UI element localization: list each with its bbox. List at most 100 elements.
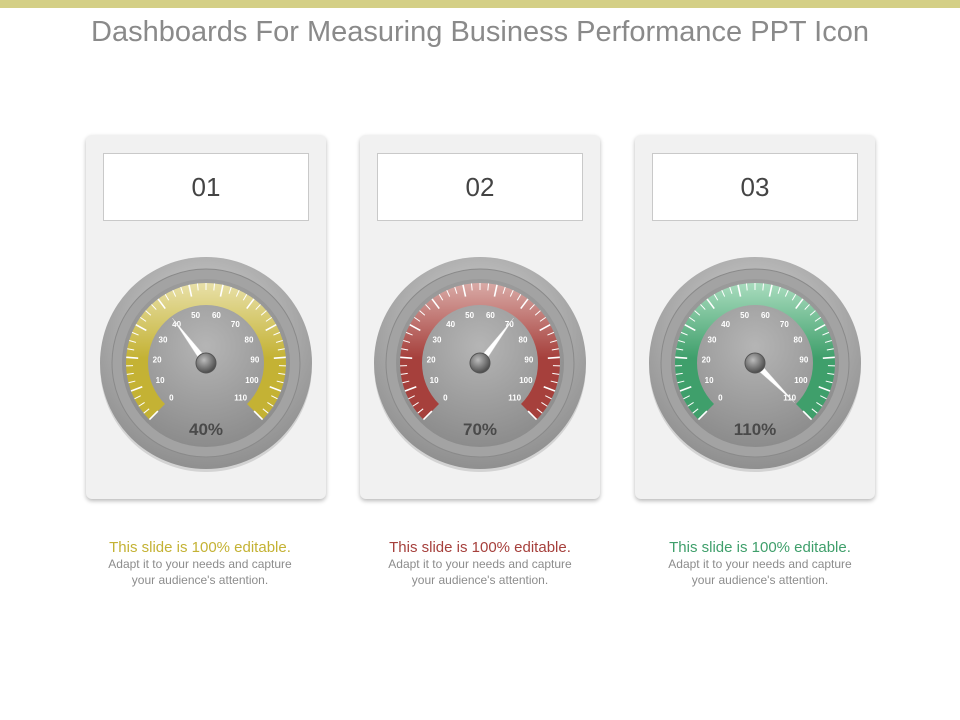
gauge-tick <box>539 316 546 322</box>
gauge-tick-label: 10 <box>705 376 714 385</box>
gauge-tick <box>700 304 706 310</box>
gauge-tick <box>157 298 166 310</box>
gauge-tick <box>541 402 548 407</box>
gauge-tick <box>814 316 821 322</box>
gauge-tick <box>721 290 726 297</box>
gauge-tick <box>127 348 135 351</box>
gauge-tick-label: 0 <box>443 394 448 403</box>
gauge-tick-label: 50 <box>740 311 749 320</box>
gauge-tick <box>818 386 831 392</box>
gauge-tick <box>545 395 552 400</box>
top-accent-bar <box>0 0 960 8</box>
gauge-tick <box>795 298 804 310</box>
gauge-tick <box>737 284 742 297</box>
gauge-tick <box>228 286 232 294</box>
gauge-tick <box>777 286 781 294</box>
gauge-hub <box>195 352 217 374</box>
dashboard-card-2: 02 010203040506070809010011070% <box>360 135 600 499</box>
gauge-tick <box>684 323 696 332</box>
gauge-tick-label: 70 <box>231 320 240 329</box>
gauge-tick <box>135 323 147 332</box>
gauge-tick-label: 20 <box>427 356 436 365</box>
gauge-tick <box>196 283 199 291</box>
gauge-tick <box>825 380 833 384</box>
gauge-tick-label: 20 <box>702 356 711 365</box>
gauge-tick-label: 60 <box>761 311 770 320</box>
gauge-tick <box>534 310 541 316</box>
gauge-tick <box>694 310 701 316</box>
gauge-tick <box>431 298 440 310</box>
gauge-tick <box>549 339 557 343</box>
gauge-tick <box>804 304 810 310</box>
gauge-tick-label: 0 <box>718 394 723 403</box>
gauge-tick <box>768 284 773 297</box>
gauge-tick-label: 0 <box>169 394 174 403</box>
caption-lead: This slide is 100% editable. <box>109 539 291 556</box>
card-number-box: 02 <box>377 153 583 221</box>
gauge-tick-label: 40 <box>721 320 730 329</box>
gauge-tick <box>676 348 684 351</box>
gauge-tick <box>235 290 240 297</box>
gauge-tick <box>138 402 145 407</box>
gauge-tick <box>454 286 458 294</box>
gauge-tick <box>219 284 224 297</box>
caption-rest: Adapt it to your needs and capture your … <box>388 557 572 587</box>
gauge-tick <box>425 304 431 310</box>
gauge-tick <box>826 348 834 351</box>
gauge-tick-label: 80 <box>519 336 528 345</box>
gauge-tick <box>126 372 134 375</box>
gauge-tick <box>131 331 139 336</box>
card-number-box: 03 <box>652 153 858 221</box>
gauge-tick <box>493 284 498 297</box>
gauge-tick <box>253 410 264 421</box>
gauge-tick <box>811 408 818 414</box>
gauge-tick-label: 80 <box>245 336 254 345</box>
gauge-tick <box>713 293 719 301</box>
gauge-tick <box>422 410 433 421</box>
gauge-tick <box>822 331 830 336</box>
gauge-tick-label: 90 <box>250 356 259 365</box>
gauge-tick <box>278 372 286 375</box>
gauge-color-band <box>126 283 286 420</box>
gauge-tick <box>689 316 696 322</box>
gauge-tick <box>814 323 826 332</box>
gauge-hub <box>744 352 766 374</box>
gauge-tick-label: 100 <box>245 376 259 385</box>
card-number: 03 <box>740 171 770 202</box>
gauge-tick-label: 30 <box>159 336 168 345</box>
gauge-tick <box>550 380 558 384</box>
gauge-tick <box>552 372 560 375</box>
gauge-tick <box>527 410 538 421</box>
gauge-tick-label: 20 <box>153 356 162 365</box>
gauge-tick <box>400 372 408 375</box>
gauge-value-label: 70% <box>463 420 497 439</box>
caption-rest: Adapt it to your needs and capture your … <box>108 557 292 587</box>
gauge-tick <box>529 304 535 310</box>
gauge-tick <box>470 283 473 291</box>
gauge-tick <box>543 386 556 392</box>
gauge-tick <box>547 356 560 359</box>
gauge-tick <box>509 290 514 297</box>
gauge-tick <box>246 298 255 310</box>
gauge-tick <box>126 356 139 359</box>
gauge-tick <box>539 323 551 332</box>
gauge-tick-label: 30 <box>708 336 717 345</box>
gauge-tick <box>400 356 413 359</box>
gauge-tick-label: 40 <box>446 320 455 329</box>
gauge-tick-label: 50 <box>465 311 474 320</box>
gauge-value-label: 110% <box>734 420 777 439</box>
gauge-tick <box>151 304 157 310</box>
gauge-tick <box>276 380 284 384</box>
gauge-tick-label: 80 <box>794 336 803 345</box>
gauge-tick <box>802 410 813 421</box>
gauge-tick <box>409 323 421 332</box>
gauge-tick <box>130 386 143 392</box>
gauge-tick <box>148 410 159 421</box>
gauge-tick <box>271 395 278 400</box>
gauge-tick <box>809 310 816 316</box>
speedometer-gauge: 0102030405060708090100110110% <box>649 257 861 472</box>
gauge-tick <box>822 356 835 359</box>
gauge-tick-label: 60 <box>212 311 221 320</box>
gauge-value-label: 40% <box>189 420 223 439</box>
caption-lead: This slide is 100% editable. <box>669 539 851 556</box>
